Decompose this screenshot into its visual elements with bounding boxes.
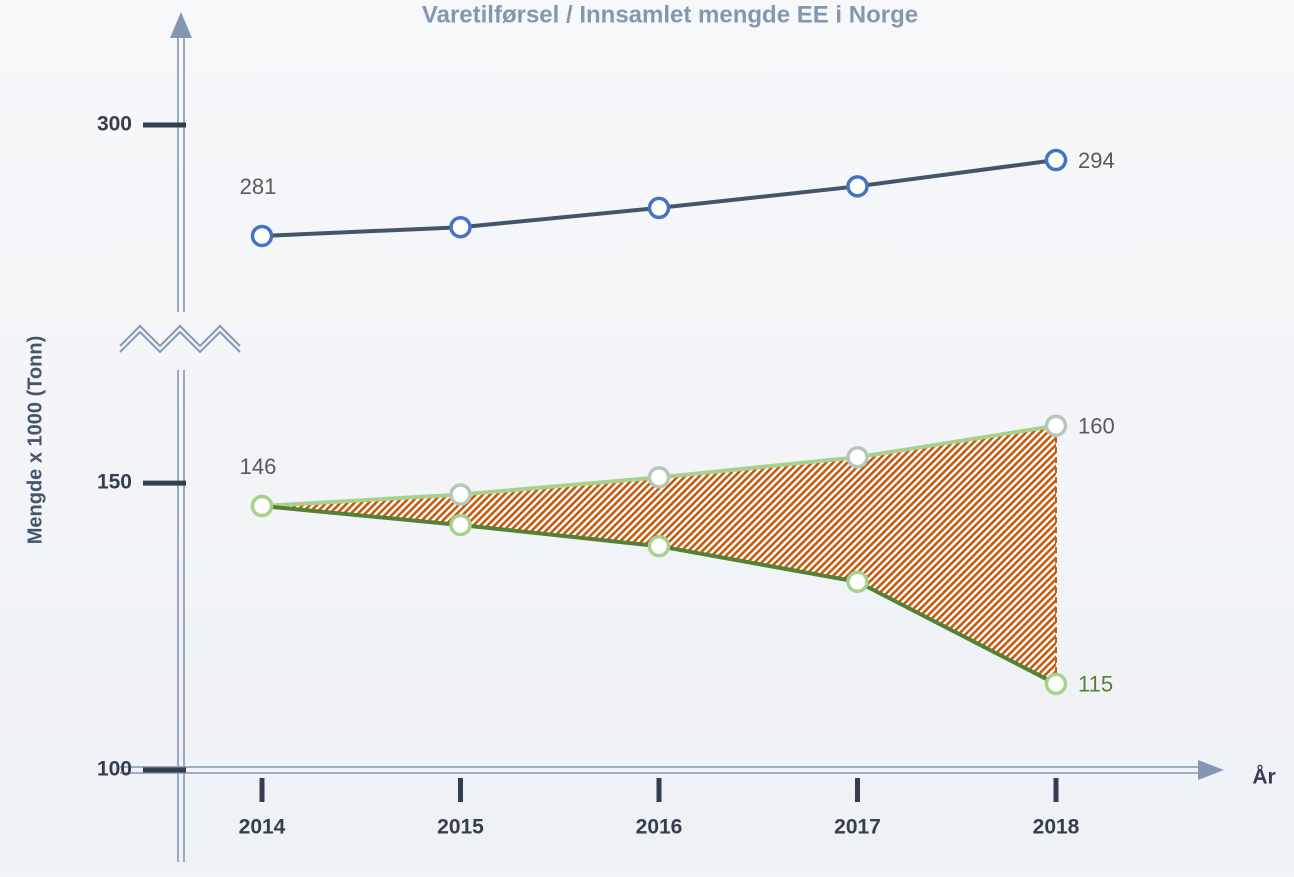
- data-point: [449, 215, 472, 239]
- y-tick-label: 100: [97, 758, 132, 781]
- y-tick-label: 150: [97, 471, 132, 494]
- x-tick-label: 2014: [239, 816, 286, 839]
- x-tick-label: 2016: [636, 816, 683, 839]
- data-label: 160: [1078, 414, 1115, 439]
- data-point: [647, 466, 671, 489]
- data-point: [846, 570, 869, 594]
- axis-break: [119, 324, 241, 354]
- x-tick-label: 2018: [1033, 816, 1080, 839]
- y-axis-arrow: [170, 12, 192, 38]
- y-axis: [177, 36, 185, 862]
- x-axis: [120, 766, 1200, 774]
- x-tick-label: 2017: [834, 816, 881, 839]
- data-point: [449, 513, 472, 537]
- data-point: [1044, 672, 1068, 696]
- data-label: 281: [240, 174, 277, 199]
- data-point: [647, 534, 671, 558]
- data-point: [846, 446, 869, 469]
- data-point: [250, 224, 274, 248]
- x-axis-label: År: [1252, 765, 1275, 789]
- y-axis-label: Mengde x 1000 (Tonn): [24, 336, 46, 545]
- y-tick-label: 300: [97, 113, 132, 136]
- x-tick-label: 2015: [437, 816, 484, 839]
- data-point: [449, 483, 472, 506]
- data-label: 146: [240, 454, 277, 479]
- data-label: 115: [1078, 672, 1113, 697]
- data-label: 294: [1078, 148, 1115, 173]
- data-point: [647, 196, 671, 220]
- x-axis-arrow: [1198, 760, 1224, 780]
- data-point: [1044, 414, 1068, 437]
- data-point: [846, 175, 869, 198]
- data-point: [250, 494, 274, 518]
- data-point: [1044, 148, 1068, 172]
- chart-title: Varetilførsel / Innsamlet mengde EE i No…: [422, 1, 918, 28]
